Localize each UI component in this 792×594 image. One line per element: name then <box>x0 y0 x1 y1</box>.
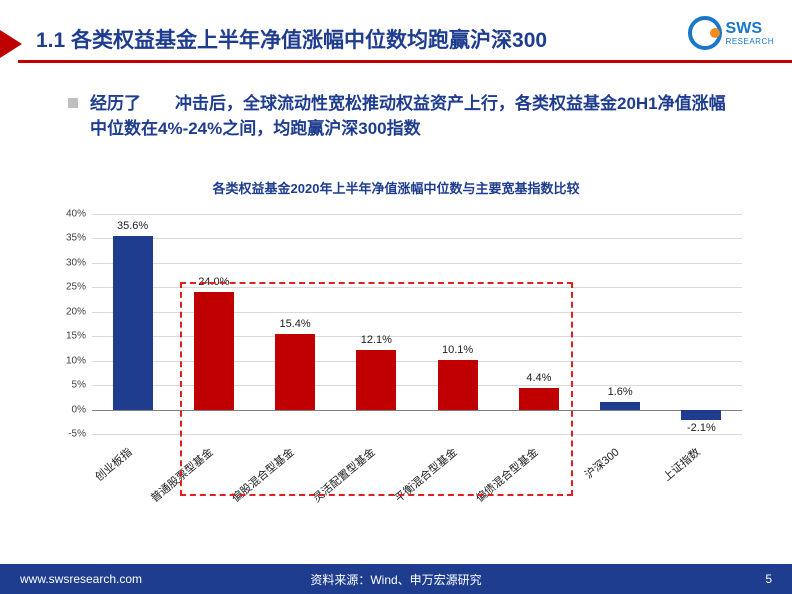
y-axis-label: 15% <box>52 331 86 342</box>
bar <box>356 350 396 409</box>
x-axis-label: 偏股混合型基金 <box>228 444 297 506</box>
footer-page-number: 5 <box>765 572 772 586</box>
bar-value-label: -2.1% <box>671 422 731 434</box>
y-axis-label: 10% <box>52 355 86 366</box>
y-axis-label: 20% <box>52 306 86 317</box>
bar-chart: 35.6% 创业板指 24.0% 普通股票型基金 15.4% 偏股混合型基金 12.1% 灵活… <box>52 204 752 504</box>
logo-text: SWS <box>726 21 774 37</box>
bar <box>113 236 153 410</box>
gridline <box>92 434 742 435</box>
gridline <box>92 336 742 337</box>
bar-value-label: 24.0% <box>184 276 244 288</box>
bar <box>519 388 559 410</box>
bar <box>438 360 478 409</box>
logo-subtext: RESEARCH <box>726 37 774 46</box>
plot-area: 35.6%创业板指24.0%普通股票型基金15.4%偏股混合型基金12.1%灵活… <box>92 214 742 434</box>
bar <box>681 410 721 420</box>
bar-value-label: 10.1% <box>428 344 488 356</box>
x-axis-label: 灵活配置型基金 <box>309 444 378 506</box>
lead-text: 经历了 冲击后，全球流动性宽松推动权益资产上行，各类权益基金20H1净值涨幅中位… <box>90 92 732 141</box>
y-axis-label: 5% <box>52 380 86 391</box>
bullet-icon <box>68 98 78 108</box>
gridline <box>92 361 742 362</box>
lead-block: 经历了 冲击后，全球流动性宽松推动权益资产上行，各类权益基金20H1净值涨幅中位… <box>68 92 732 141</box>
bar <box>194 292 234 409</box>
logo-ring-icon <box>688 16 722 50</box>
y-axis-label: -5% <box>52 429 86 440</box>
slide-title: 1.1 各类权益基金上半年净值涨幅中位数均跑赢沪深300 <box>18 24 792 63</box>
bar-value-label: 35.6% <box>103 220 163 232</box>
gridline <box>92 410 742 411</box>
slide-header: 1.1 各类权益基金上半年净值涨幅中位数均跑赢沪深300 <box>0 24 792 63</box>
slide-footer: www.swsresearch.com 资料来源：Wind、申万宏源研究 5 <box>0 564 792 594</box>
bar <box>275 334 315 409</box>
footer-source: 资料来源：Wind、申万宏源研究 <box>310 571 481 588</box>
bar-value-label: 4.4% <box>509 372 569 384</box>
x-axis-label: 创业板指 <box>91 444 135 485</box>
chart-title: 各类权益基金2020年上半年净值涨幅中位数与主要宽基指数比较 <box>0 178 792 197</box>
y-axis-label: 30% <box>52 257 86 268</box>
gridline <box>92 263 742 264</box>
x-axis-label: 平衡混合型基金 <box>391 444 460 506</box>
y-axis-label: 25% <box>52 282 86 293</box>
x-axis-label: 沪深300 <box>581 444 622 482</box>
bar-value-label: 12.1% <box>346 334 406 346</box>
gridline <box>92 214 742 215</box>
bar <box>600 402 640 410</box>
sws-logo: SWS RESEARCH <box>688 16 774 50</box>
y-axis-label: 35% <box>52 233 86 244</box>
gridline <box>92 312 742 313</box>
x-axis-label: 偏债混合型基金 <box>472 444 541 506</box>
bar-value-label: 1.6% <box>590 386 650 398</box>
y-axis-label: 40% <box>52 209 86 220</box>
bar-value-label: 15.4% <box>265 318 325 330</box>
footer-url: www.swsresearch.com <box>20 572 142 586</box>
y-axis-label: 0% <box>52 404 86 415</box>
x-axis-label: 上证指数 <box>660 444 704 485</box>
gridline <box>92 238 742 239</box>
x-axis-label: 普通股票型基金 <box>147 444 216 506</box>
